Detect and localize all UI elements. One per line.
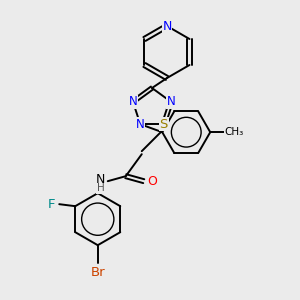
Text: N: N bbox=[162, 20, 172, 32]
Text: N: N bbox=[96, 173, 105, 186]
Text: N: N bbox=[167, 95, 176, 108]
Text: N: N bbox=[129, 95, 137, 108]
Text: O: O bbox=[147, 175, 157, 188]
Text: H: H bbox=[97, 183, 105, 193]
Text: Br: Br bbox=[90, 266, 105, 279]
Text: CH₃: CH₃ bbox=[225, 127, 244, 137]
Text: N: N bbox=[136, 118, 145, 131]
Text: F: F bbox=[47, 198, 55, 211]
Text: S: S bbox=[160, 118, 168, 131]
